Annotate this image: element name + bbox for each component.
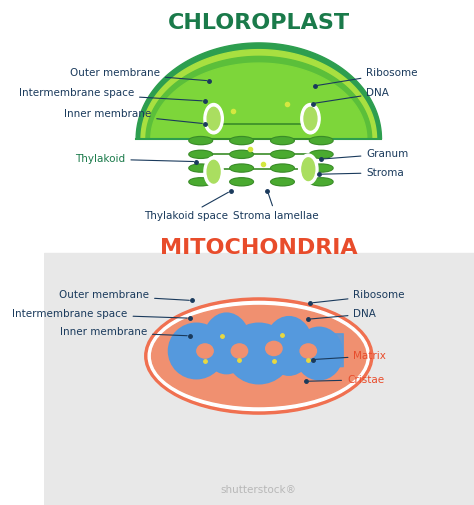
Text: Outer membrane: Outer membrane (59, 290, 189, 300)
Ellipse shape (310, 136, 333, 144)
Ellipse shape (272, 165, 293, 171)
Text: Inner membrane: Inner membrane (64, 109, 202, 123)
Ellipse shape (310, 179, 332, 185)
Text: Stroma lamellae: Stroma lamellae (233, 193, 319, 221)
Ellipse shape (207, 161, 220, 183)
Ellipse shape (227, 323, 291, 384)
Text: Intermembrane space: Intermembrane space (12, 309, 187, 319)
Ellipse shape (265, 317, 313, 375)
Text: DNA: DNA (315, 88, 389, 103)
Ellipse shape (231, 138, 252, 143)
Ellipse shape (310, 178, 333, 186)
Ellipse shape (266, 341, 282, 356)
Ellipse shape (204, 104, 223, 134)
Bar (44, 0, 474, 252)
Polygon shape (151, 63, 367, 139)
Ellipse shape (302, 158, 315, 180)
Polygon shape (141, 49, 376, 139)
Ellipse shape (271, 150, 294, 159)
Text: Thylakoid: Thylakoid (75, 154, 193, 164)
Ellipse shape (230, 178, 254, 186)
Ellipse shape (148, 301, 369, 411)
Ellipse shape (190, 138, 211, 143)
Ellipse shape (189, 164, 212, 172)
Ellipse shape (204, 157, 223, 187)
Text: Cristae: Cristae (309, 375, 384, 385)
Text: shutterstock®: shutterstock® (221, 485, 297, 495)
Text: Intermembrane space: Intermembrane space (19, 88, 202, 101)
Ellipse shape (295, 327, 343, 380)
Ellipse shape (310, 165, 332, 171)
Polygon shape (146, 57, 372, 139)
Ellipse shape (271, 164, 294, 172)
Ellipse shape (207, 108, 220, 130)
Ellipse shape (145, 298, 373, 414)
Ellipse shape (231, 165, 252, 171)
Ellipse shape (231, 152, 252, 157)
Ellipse shape (271, 136, 294, 144)
Text: Ribosome: Ribosome (313, 290, 405, 302)
Ellipse shape (168, 323, 224, 379)
Ellipse shape (152, 306, 366, 407)
Ellipse shape (301, 104, 320, 134)
Text: Inner membrane: Inner membrane (60, 327, 187, 337)
Ellipse shape (190, 152, 211, 157)
Ellipse shape (190, 165, 211, 171)
Ellipse shape (272, 152, 293, 157)
Ellipse shape (272, 179, 293, 185)
Text: Stroma: Stroma (322, 168, 404, 178)
Text: Thylakoid space: Thylakoid space (144, 192, 228, 221)
Ellipse shape (272, 138, 293, 143)
Text: CHLOROPLAST: CHLOROPLAST (168, 13, 350, 33)
Bar (44, 252, 474, 505)
Ellipse shape (310, 164, 333, 172)
Ellipse shape (300, 344, 317, 358)
Text: Granum: Granum (324, 149, 409, 159)
Ellipse shape (189, 178, 212, 186)
Ellipse shape (310, 152, 332, 157)
Ellipse shape (231, 344, 247, 358)
Ellipse shape (310, 150, 333, 159)
Ellipse shape (203, 313, 250, 374)
Text: DNA: DNA (311, 309, 376, 319)
Ellipse shape (197, 344, 213, 358)
Ellipse shape (310, 138, 332, 143)
Text: Outer membrane: Outer membrane (70, 68, 207, 81)
Text: Matrix: Matrix (315, 351, 386, 361)
Text: Ribosome: Ribosome (318, 68, 418, 85)
Ellipse shape (190, 179, 211, 185)
Ellipse shape (299, 154, 318, 184)
Ellipse shape (304, 108, 317, 130)
Ellipse shape (271, 178, 294, 186)
Polygon shape (136, 43, 382, 139)
Text: MITOCHONDRIA: MITOCHONDRIA (160, 238, 357, 259)
Ellipse shape (230, 136, 254, 144)
Ellipse shape (189, 136, 212, 144)
Ellipse shape (230, 150, 254, 159)
Ellipse shape (231, 179, 252, 185)
Ellipse shape (189, 150, 212, 159)
Ellipse shape (230, 164, 254, 172)
